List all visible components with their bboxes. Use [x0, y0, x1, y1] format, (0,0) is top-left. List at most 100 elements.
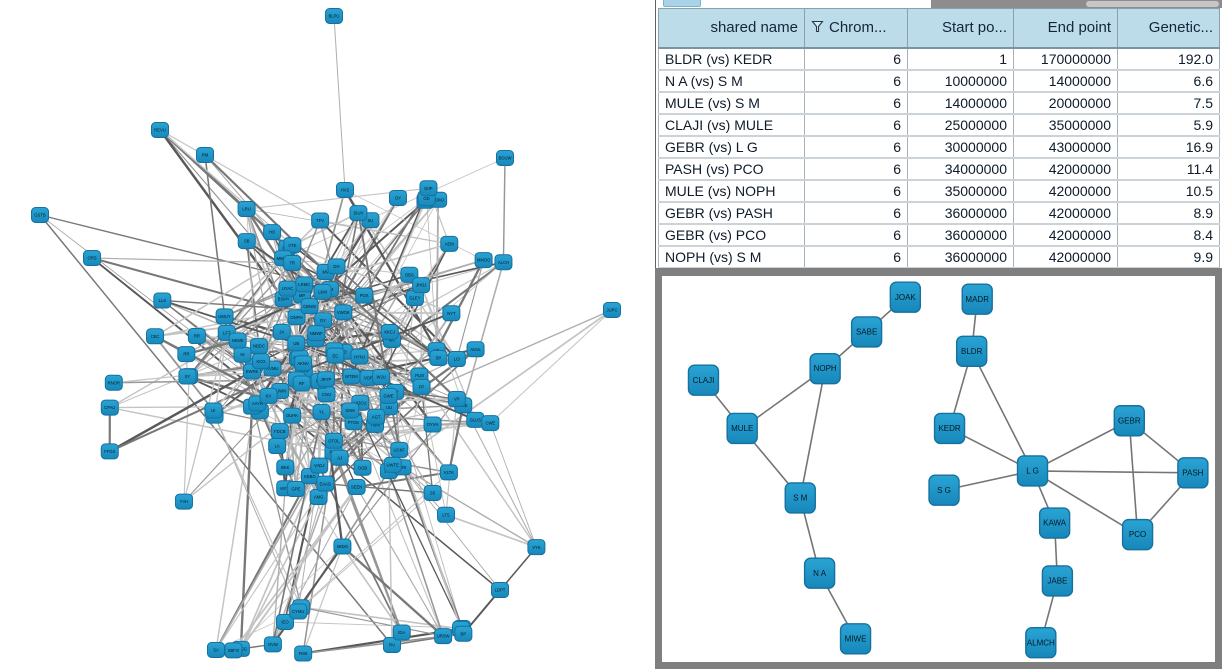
cell-shared_name[interactable]: PASH (vs) PCO	[658, 157, 805, 181]
overview-node-HO[interactable]: HO	[263, 224, 282, 241]
overview-node-RM[interactable]: RM	[196, 147, 214, 163]
cell-genetic[interactable]: 7.5	[1117, 91, 1220, 115]
cell-shared_name[interactable]: NOPH (vs) S M	[658, 245, 805, 269]
overview-node-LTS[interactable]: LTS	[437, 506, 456, 523]
overview-node-VWOK[interactable]: VWOK	[334, 304, 353, 321]
overview-node-OVW[interactable]: OVW	[263, 636, 282, 653]
overview-node-URSW[interactable]: URSW	[434, 628, 453, 645]
edge-BLDR-L G[interactable]	[970, 350, 1034, 472]
overview-node-SBFG[interactable]: SBFG	[224, 642, 243, 659]
cell-end_point[interactable]: 42000000	[1013, 179, 1118, 203]
node-S M[interactable]: S M	[784, 482, 816, 514]
cell-chromosome[interactable]: 6	[804, 113, 908, 137]
overview-node-AEM[interactable]: AEM	[440, 235, 459, 252]
overview-node-JRYP[interactable]: JRYP	[316, 371, 335, 388]
cell-end_point[interactable]: 42000000	[1013, 245, 1118, 269]
overview-node-BKK[interactable]: BKK	[276, 459, 295, 476]
overview-node-NYT[interactable]: NYT	[442, 305, 461, 322]
overview-node-SEEN[interactable]: SEEN	[347, 478, 366, 495]
cell-chromosome[interactable]: 6	[804, 179, 908, 203]
overview-node-JA[interactable]: JA	[272, 323, 291, 340]
overview-node-AMG[interactable]: AMG	[309, 489, 328, 506]
table-row[interactable]: GEBR (vs) PCO 6 36000000 42000000 8.4	[658, 223, 1220, 247]
cell-shared_name[interactable]: CLAJI (vs) MULE	[658, 113, 805, 137]
overview-node-AJ[interactable]: AJ	[330, 449, 349, 466]
column-header-0[interactable]: shared name	[658, 8, 805, 49]
overview-node-VYK[interactable]: VYK	[527, 539, 546, 556]
overview-node-SA[interactable]: SA	[207, 642, 225, 658]
overview-node-UYAC[interactable]: UYAC	[278, 280, 297, 297]
overview-node-FMS[interactable]: FMS	[294, 645, 313, 662]
overview-node-WTEM[interactable]: WTEM	[342, 368, 361, 385]
cell-start_point[interactable]: 36000000	[907, 201, 1014, 225]
overview-network-canvas[interactable]: BLPUHVSGSTBREVUORSBOUWJUPCSAIEORVJPOLDPT…	[0, 0, 655, 669]
edge-L G-PASH[interactable]	[1032, 470, 1193, 474]
overview-node-RR[interactable]: RR	[177, 346, 196, 363]
overview-node-UI[interactable]: UI	[204, 402, 223, 419]
node-MADR[interactable]: MADR	[961, 283, 993, 315]
filter-funnel-icon[interactable]	[811, 20, 824, 33]
overview-node-UMUY[interactable]: UMUY	[215, 308, 234, 325]
cell-genetic[interactable]: 8.9	[1117, 201, 1220, 225]
node-L G[interactable]: L G	[1016, 455, 1049, 487]
edge-L G-PCO[interactable]	[1032, 470, 1138, 536]
table-row[interactable]: PASH (vs) PCO 6 34000000 42000000 11.4	[658, 157, 1220, 181]
node-SABE[interactable]: SABE	[850, 316, 883, 348]
table-row[interactable]: GEBR (vs) L G 6 30000000 43000000 16.9	[658, 135, 1220, 159]
node-MIWE[interactable]: MIWE	[839, 623, 872, 655]
overview-node-JUPC[interactable]: JUPC	[603, 302, 621, 318]
overview-node-SY[interactable]: SY	[178, 368, 197, 385]
overview-node-HI[interactable]: HI	[233, 346, 252, 363]
overview-node-OGB[interactable]: OGB	[353, 459, 372, 476]
overview-node-BP[interactable]: BP	[454, 625, 473, 642]
overview-node-SIUV[interactable]: SIUV	[349, 205, 368, 222]
node-ALMCH[interactable]: ALMCH	[1025, 627, 1057, 659]
overview-node-DIIP[interactable]: DIIP	[419, 180, 438, 197]
table-row[interactable]: NOPH (vs) S M 6 36000000 42000000 9.9	[658, 245, 1220, 269]
overview-node-SP[interactable]: SP	[429, 349, 448, 366]
cell-genetic[interactable]: 16.9	[1117, 135, 1220, 159]
table-row[interactable]: BLDR (vs) KEDR 6 1 170000000 192.0	[658, 47, 1220, 71]
cell-shared_name[interactable]: GEBR (vs) PASH	[658, 201, 805, 225]
overview-node-JHOJ[interactable]: JHOJ	[412, 277, 431, 294]
cell-shared_name[interactable]: MULE (vs) S M	[658, 91, 805, 115]
overview-node-UCKF[interactable]: UCKF	[390, 441, 409, 458]
cell-shared_name[interactable]: GEBR (vs) PCO	[658, 223, 805, 247]
overview-node-GPE[interactable]: GPE	[286, 481, 305, 498]
cell-start_point[interactable]: 1	[907, 47, 1014, 71]
column-header-3[interactable]: End point	[1013, 8, 1118, 49]
node-PASH[interactable]: PASH	[1177, 457, 1209, 489]
overview-node-REVU[interactable]: REVU	[151, 122, 169, 138]
cell-chromosome[interactable]: 6	[804, 47, 908, 71]
cell-start_point[interactable]: 25000000	[907, 113, 1014, 137]
edge-NOPH-S M[interactable]	[799, 368, 826, 499]
node-JABE[interactable]: JABE	[1041, 565, 1074, 597]
cell-chromosome[interactable]: 6	[804, 201, 908, 225]
overview-node-UWTE[interactable]: UWTE	[383, 456, 402, 473]
overview-node-AGT[interactable]: AGT	[367, 408, 386, 425]
cell-shared_name[interactable]: BLDR (vs) KEDR	[658, 47, 805, 71]
node-KAWA[interactable]: KAWA	[1038, 507, 1071, 539]
cell-genetic[interactable]: 8.4	[1117, 223, 1220, 247]
overview-node-TFV[interactable]: TFV	[311, 212, 330, 229]
overview-node-CPAU[interactable]: CPAU	[100, 399, 119, 416]
overview-node-FDCB[interactable]: FDCB	[270, 423, 289, 440]
overview-node-LRU[interactable]: LRU	[237, 201, 256, 218]
overview-node-CWJ[interactable]: CWJ	[317, 386, 336, 403]
overview-node-CEC[interactable]: CEC	[146, 328, 165, 345]
node-S G[interactable]: S G	[928, 474, 960, 506]
overview-node-MIDO[interactable]: MIDO	[333, 538, 352, 555]
cell-start_point[interactable]: 14000000	[907, 91, 1014, 115]
node-BLDR[interactable]: BLDR	[955, 335, 988, 367]
cell-genetic[interactable]: 192.0	[1117, 47, 1220, 71]
cell-end_point[interactable]: 20000000	[1013, 91, 1118, 115]
cell-chromosome[interactable]: 6	[804, 69, 908, 93]
overview-node-LCI[interactable]: LCI	[447, 351, 466, 368]
overview-node-BLPU[interactable]: BLPU	[325, 8, 343, 24]
cell-start_point[interactable]: 34000000	[907, 157, 1014, 181]
cell-chromosome[interactable]: 6	[804, 135, 908, 159]
node-MULE[interactable]: MULE	[726, 412, 758, 445]
cell-shared_name[interactable]: N A (vs) S M	[658, 69, 805, 93]
overview-node-FFGS[interactable]: FFGS	[100, 443, 119, 460]
node-N A[interactable]: N A	[803, 557, 836, 589]
